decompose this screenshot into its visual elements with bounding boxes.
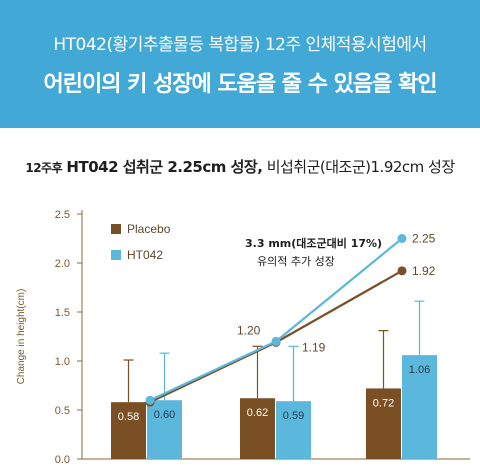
ht042-bar <box>402 355 437 459</box>
banner-title: 어린이의 키 성장에 도움을 줄 수 있음을 확인 <box>43 72 438 97</box>
y-tick-label: 0.5 <box>55 405 70 417</box>
y-tick-label: 2.5 <box>55 209 70 221</box>
bar-value-label: 0.60 <box>154 409 175 421</box>
headline-strong: HT042 섭취군 2.25cm 성장, <box>66 158 263 176</box>
y-tick-label: 0.0 <box>55 454 70 466</box>
placebo-bar <box>366 388 401 459</box>
placebo-point-label: 1.19 <box>302 340 326 354</box>
legend-swatch-placebo <box>111 224 121 234</box>
ht042-point-label: 1.20 <box>237 323 261 337</box>
ht042-line-point <box>271 336 281 346</box>
bar-value-label: 0.58 <box>118 411 139 423</box>
headline-rest: 비섭취군(대조군)1.92cm 성장 <box>266 158 455 176</box>
annotation-line2: 유의적 추가 성장 <box>257 255 335 268</box>
y-tick-label: 2.0 <box>55 258 70 270</box>
bar-value-label: 0.62 <box>247 407 268 419</box>
ht042-point-label: 2.25 <box>412 232 436 246</box>
bar-value-label: 1.06 <box>409 364 430 376</box>
title-banner: HT042(황기추출물등 복합물) 12주 인체적용시험에서 어린이의 키 성장… <box>0 0 480 128</box>
y-axis-title: Change in height(cm) <box>16 289 27 385</box>
placebo-line-point <box>397 266 407 276</box>
headline-prefix: 12주후 <box>25 161 63 175</box>
legend-label-ht042: HT042 <box>127 248 163 262</box>
headline: 12주후 HT042 섭취군 2.25cm 성장, 비섭취군(대조군)1.92c… <box>0 156 480 177</box>
legend-swatch-ht042 <box>111 250 121 260</box>
ht042-line-point <box>397 234 407 243</box>
height-change-chart: 0.0 0.5 1.0 1.5 2.0 2.5 Change in height(cm) 0.… <box>16 209 470 466</box>
y-tick-label: 1.0 <box>55 356 70 368</box>
ht042-bar <box>147 400 182 459</box>
placebo-point-label: 1.92 <box>412 264 436 278</box>
legend-label-placebo: Placebo <box>127 222 171 236</box>
ht042-bar <box>276 401 311 459</box>
bar-value-label: 0.72 <box>373 397 394 409</box>
bar-value-label: 0.59 <box>283 410 304 422</box>
annotation-line1: 3.3 mm(대조군대비 17%) <box>245 236 382 250</box>
y-tick-label: 1.5 <box>55 307 70 319</box>
banner-subtitle: HT042(황기추출물등 복합물) 12주 인체적용시험에서 <box>53 35 427 55</box>
placebo-bar <box>111 402 146 459</box>
placebo-bar <box>240 398 275 459</box>
ht042-line-point <box>145 395 155 405</box>
